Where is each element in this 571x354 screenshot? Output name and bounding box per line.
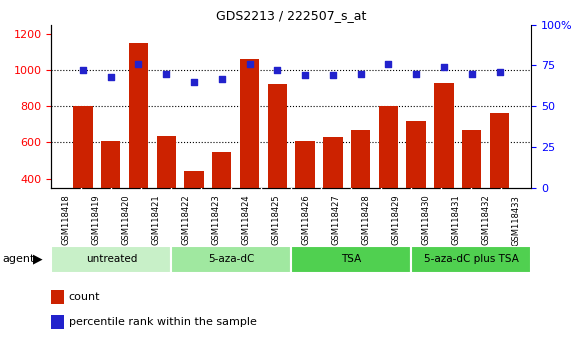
Text: GSM118425: GSM118425 (272, 195, 281, 245)
Bar (411, 246, 531, 273)
Text: GSM118428: GSM118428 (361, 195, 371, 245)
Bar (212, 152, 231, 251)
Bar (295, 141, 315, 251)
Point (78, 68, 87, 73)
Point (300, 73, 309, 78)
Text: agent: agent (3, 254, 35, 264)
Bar (156, 136, 176, 251)
Text: GSM118427: GSM118427 (332, 195, 341, 245)
Point (273, 68, 282, 73)
Text: GSM118418: GSM118418 (62, 195, 71, 245)
Point (134, 61, 143, 67)
Point (467, 71, 476, 76)
Text: percentile rank within the sample: percentile rank within the sample (69, 317, 256, 327)
Text: GSM118431: GSM118431 (452, 195, 461, 245)
Bar (323, 137, 343, 251)
Bar (240, 59, 259, 251)
Bar (407, 121, 426, 251)
Text: GSM118433: GSM118433 (512, 195, 521, 246)
Point (217, 76, 226, 81)
Point (106, 74, 115, 80)
Text: untreated: untreated (86, 254, 137, 264)
Point (495, 69, 504, 75)
Point (440, 64, 449, 70)
Point (190, 79, 199, 85)
Bar (128, 43, 148, 251)
Bar (351, 130, 371, 251)
Bar (268, 85, 287, 251)
Text: GSM118422: GSM118422 (182, 195, 191, 245)
Point (412, 71, 421, 76)
Text: ▶: ▶ (33, 253, 43, 266)
Bar (490, 113, 509, 251)
Text: GSM118432: GSM118432 (481, 195, 490, 245)
Bar (101, 141, 120, 251)
Bar (434, 83, 454, 251)
Bar (291, 246, 411, 273)
Text: count: count (69, 292, 100, 302)
Text: GSM118421: GSM118421 (152, 195, 161, 245)
Point (162, 71, 171, 76)
Bar (73, 106, 93, 251)
Point (384, 61, 393, 67)
Bar (171, 246, 291, 273)
Bar (462, 130, 481, 251)
Bar (379, 106, 398, 251)
Bar (51, 246, 171, 273)
Point (356, 71, 365, 76)
Text: 5-aza-dC plus TSA: 5-aza-dC plus TSA (424, 254, 518, 264)
Bar (184, 171, 204, 251)
Text: GSM118430: GSM118430 (421, 195, 431, 245)
Text: 5-aza-dC: 5-aza-dC (208, 254, 255, 264)
Text: GSM118419: GSM118419 (92, 195, 101, 245)
Point (328, 73, 337, 78)
Text: TSA: TSA (341, 254, 361, 264)
Text: GSM118423: GSM118423 (212, 195, 221, 245)
Point (245, 61, 254, 67)
Text: GSM118426: GSM118426 (301, 195, 311, 245)
Text: GSM118424: GSM118424 (242, 195, 251, 245)
Title: GDS2213 / 222507_s_at: GDS2213 / 222507_s_at (216, 9, 367, 22)
Text: GSM118429: GSM118429 (392, 195, 401, 245)
Text: GSM118420: GSM118420 (122, 195, 131, 245)
